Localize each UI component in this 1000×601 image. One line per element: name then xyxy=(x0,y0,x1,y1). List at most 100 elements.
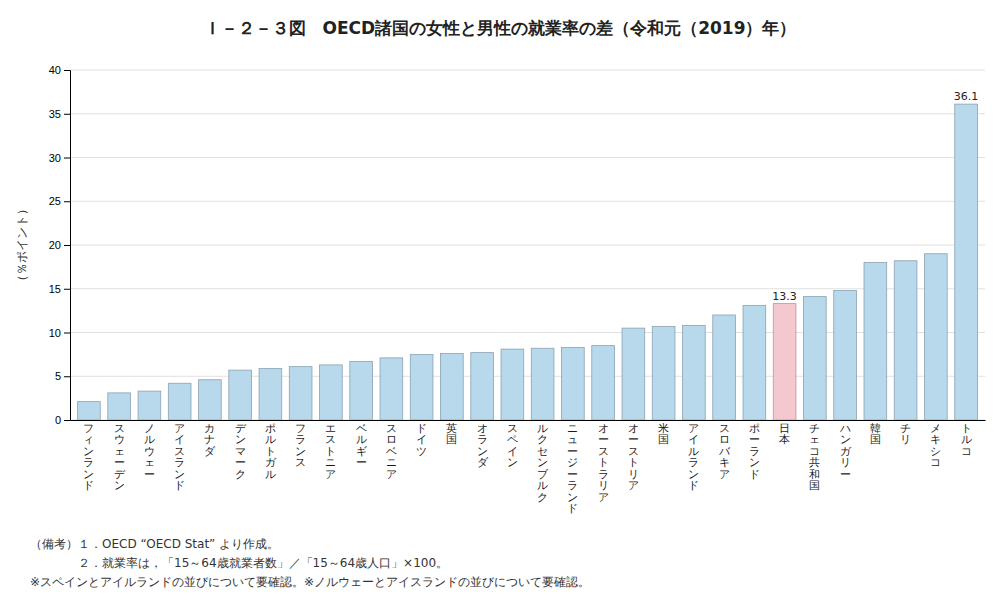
x-tick-label-char: イ xyxy=(174,433,185,445)
x-tick: ベルギー xyxy=(356,420,367,468)
x-tick-label-char: オ xyxy=(477,422,488,434)
x-tick-label-char: ラ xyxy=(598,468,609,480)
grid-line xyxy=(70,157,985,158)
x-tick-label-char: ド xyxy=(174,479,185,491)
bar xyxy=(108,393,131,420)
x-tick-label-char: メ xyxy=(930,422,941,434)
x-tick-label-char: デ xyxy=(235,422,247,434)
bar xyxy=(743,305,766,420)
bar xyxy=(259,368,282,420)
x-tick-label-char: ー xyxy=(567,468,578,480)
y-tick-mark xyxy=(64,158,70,159)
y-tick-label: 5 xyxy=(55,370,61,382)
x-tick: アイスランド xyxy=(174,420,185,491)
x-tick-label: ポルトガル xyxy=(265,422,277,480)
x-tick-label-char: ン xyxy=(295,445,306,457)
x-tick-label: スウェーデン xyxy=(114,422,126,492)
x-tick: フィンランド xyxy=(83,420,94,491)
y-axis-label: （％ポイント） xyxy=(15,203,29,287)
x-tick-label-char: ー xyxy=(840,468,851,480)
x-tick-label-char: ル xyxy=(265,433,276,445)
bar xyxy=(622,328,645,420)
x-tick-label-char: ア xyxy=(325,468,336,480)
x-tick-label-char: ウ xyxy=(144,445,155,457)
x-tick-label-char: ベ xyxy=(356,422,367,434)
x-tick-label-char: ク xyxy=(537,491,548,503)
x-tick-label: 米国 xyxy=(658,422,669,446)
x-tick-label-char: ド xyxy=(416,422,427,434)
value-label: 13.3 xyxy=(772,290,797,303)
bar xyxy=(471,353,494,420)
x-tick-label-char: 英 xyxy=(446,422,457,434)
y-tick-label: 10 xyxy=(49,327,61,339)
x-tick-label-char: イ xyxy=(507,445,518,457)
x-tick-label-char: ル xyxy=(537,479,548,491)
x-tick-label-char: ン xyxy=(507,456,518,468)
x-tick-label-char: ン xyxy=(83,445,94,457)
x-tick: スペイン xyxy=(507,420,518,468)
x-tick-label-char: ポ xyxy=(749,422,760,434)
x-tick-label-char: ス xyxy=(507,422,518,434)
x-tick-label-char: バ xyxy=(718,445,731,457)
bar xyxy=(289,367,312,420)
x-tick-label-char: ウ xyxy=(114,433,125,445)
bar xyxy=(864,263,887,421)
x-tick-label-char: ア xyxy=(628,479,639,491)
bar xyxy=(441,354,464,421)
bar xyxy=(380,358,403,420)
x-tick-label: ベルギー xyxy=(356,422,367,469)
x-tick-label-char: ト xyxy=(325,445,336,457)
x-tick-label-char: ア xyxy=(598,491,609,503)
title: Ｉ－２－３図 OECD諸国の女性と男性の就業率の差（令和元（2019）年） xyxy=(204,18,797,38)
x-tick-label-char: 米 xyxy=(658,422,669,434)
x-tick-label-char: ペ xyxy=(507,433,518,445)
y-tick: 20 xyxy=(49,239,70,251)
x-tick: 韓国 xyxy=(870,420,881,445)
x-tick-label-char: ー xyxy=(749,433,760,445)
x-tick-label-char: ツ xyxy=(416,445,427,457)
x-tick-label-char: ン xyxy=(114,479,125,491)
x-tick-label-char: リ xyxy=(840,456,851,468)
x-tick-label-char: ル xyxy=(537,422,548,434)
bar xyxy=(925,254,948,420)
x-tick: オランダ xyxy=(477,420,489,468)
x-tick-label-char: キ xyxy=(930,433,941,445)
y-tick: 15 xyxy=(49,283,70,295)
plot: 13.336.10510152025303540（％ポイント）フィンランドスウェ… xyxy=(15,64,986,514)
bar xyxy=(592,346,615,420)
x-tick-label-char: ン xyxy=(840,433,851,445)
x-tick: フランス xyxy=(295,420,306,468)
x-tick: 日本 xyxy=(779,420,790,445)
x-tick-label-char: ト xyxy=(628,456,639,468)
x-tick: オーストリア xyxy=(628,420,639,491)
x-tick: ポーランド xyxy=(749,420,760,480)
x-tick-label-char: ラ xyxy=(567,479,578,491)
x-tick: チリ xyxy=(900,420,911,445)
bar xyxy=(78,402,101,420)
x-tick-label-char: ジ xyxy=(567,456,578,468)
x-tick-label-char: ン xyxy=(688,468,699,480)
bar xyxy=(320,365,343,420)
x-tick-label-char: ベ xyxy=(386,445,397,457)
x-tick-label-char: 国 xyxy=(446,433,457,445)
x-tick-label-char: ガ xyxy=(265,456,277,468)
x-tick-label-char: ハ xyxy=(839,422,851,434)
bar xyxy=(652,326,675,420)
x-tick-label: ポーランド xyxy=(749,422,760,480)
x-tick-label-char: ン xyxy=(83,468,94,480)
x-tick-label: アイスランド xyxy=(174,422,185,492)
x-tick-label: オーストリア xyxy=(628,422,639,492)
x-tick: 米国 xyxy=(658,420,669,445)
x-tick-label-char: ラ xyxy=(749,445,760,457)
x-tick-label: スロベニア xyxy=(386,422,397,480)
x-tick-label-char: ア xyxy=(719,468,730,480)
bar xyxy=(955,104,978,420)
x-tick-label-char: ス xyxy=(295,456,306,468)
footer: （備考）１．OECD “OECD Stat” より作成。 ２．就業率は，「15～… xyxy=(30,537,590,589)
x-tick-label-char: 国 xyxy=(658,433,669,445)
bar xyxy=(138,391,161,420)
x-tick-label-char: セ xyxy=(537,445,548,457)
x-tick-label: エストニア xyxy=(325,422,336,480)
x-tick: トルコ xyxy=(961,420,972,457)
x-tick-label-char: ー xyxy=(114,456,125,468)
